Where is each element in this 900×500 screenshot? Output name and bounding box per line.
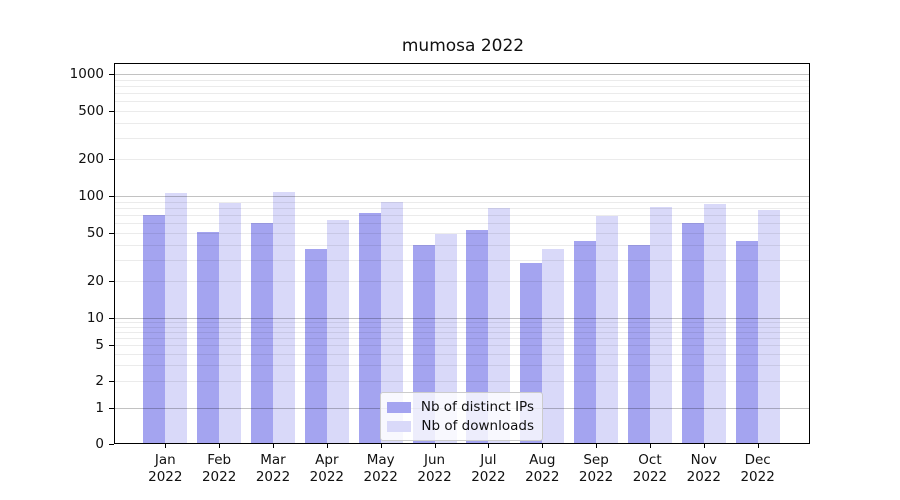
x-tick-mark-apr	[326, 444, 328, 448]
x-tick-mark-aug	[542, 444, 544, 448]
bar-nb-of-downloads-jul	[488, 207, 511, 443]
y-tick-mark-500	[109, 110, 114, 112]
bar-nb-of-downloads-oct	[649, 206, 672, 443]
x-tick-label-nov: Nov 2022	[686, 452, 721, 485]
y-tick-label-100: 100	[78, 188, 104, 204]
bar-nb-of-downloads-dec	[757, 209, 780, 443]
plot-area	[114, 63, 810, 444]
y-tick-label-500: 500	[78, 102, 104, 119]
x-tick-mark-sep	[596, 444, 598, 448]
y-tick-label-1: 1	[95, 399, 104, 416]
bar-nb-of-distinct-ips-dec	[735, 240, 758, 443]
y-tick-mark-10	[109, 318, 114, 319]
y-tick-mark-20	[109, 281, 114, 283]
y-tick-mark-100	[109, 196, 114, 197]
y-tick-mark-200	[109, 159, 114, 161]
y-tick-mark-2	[109, 380, 114, 382]
legend-item-nb-of-distinct-ips: Nb of distinct IPs	[387, 398, 534, 417]
bar-nb-of-downloads-sep	[596, 215, 619, 443]
legend-swatch-nb-of-downloads	[387, 421, 411, 432]
bar-nb-of-distinct-ips-sep	[574, 240, 597, 443]
x-tick-label-oct: Oct 2022	[632, 452, 668, 485]
x-tick-label-mar: Mar 2022	[255, 452, 291, 485]
y-tick-label-5: 5	[95, 336, 104, 353]
bar-nb-of-downloads-jun	[434, 233, 457, 443]
x-tick-mark-oct	[649, 444, 651, 448]
chart-title: mumosa 2022	[401, 36, 525, 56]
y-tick-label-1000: 1000	[69, 66, 104, 82]
x-tick-label-apr: Apr 2022	[309, 452, 345, 485]
x-tick-mark-mar	[273, 444, 274, 448]
y-tick-label-50: 50	[86, 224, 104, 241]
x-tick-label-sep: Sep 2022	[578, 452, 614, 485]
x-tick-label-jan: Jan 2022	[148, 452, 183, 485]
x-tick-label-may: May 2022	[363, 452, 398, 485]
y-tick-mark-5	[109, 344, 114, 346]
x-tick-mark-may	[380, 444, 382, 448]
x-tick-label-aug: Aug 2022	[525, 452, 560, 485]
y-tick-mark-0	[109, 444, 114, 445]
bar-nb-of-downloads-aug	[542, 248, 565, 443]
y-tick-mark-1	[109, 407, 114, 409]
y-tick-label-20: 20	[86, 273, 104, 290]
bar-nb-of-downloads-jan	[165, 192, 188, 443]
legend-label-nb-of-downloads: Nb of downloads	[421, 418, 534, 434]
x-tick-mark-feb	[219, 444, 221, 448]
x-tick-label-feb: Feb 2022	[201, 452, 237, 485]
y-tick-label-2: 2	[95, 372, 104, 389]
legend-item-nb-of-downloads: Nb of downloads	[387, 417, 534, 436]
x-tick-mark-dec	[757, 444, 759, 448]
legend-swatch-nb-of-distinct-ips	[387, 402, 411, 413]
bar-nb-of-distinct-ips-nov	[681, 223, 704, 443]
x-tick-label-dec: Dec 2022	[740, 452, 775, 485]
bars-layer	[115, 64, 809, 443]
bar-nb-of-distinct-ips-feb	[197, 231, 220, 443]
legend-label-nb-of-distinct-ips: Nb of distinct IPs	[420, 399, 534, 415]
bar-nb-of-downloads-feb	[219, 202, 242, 443]
x-tick-mark-jan	[165, 444, 167, 448]
bar-nb-of-downloads-may	[380, 202, 403, 443]
x-tick-mark-jul	[488, 444, 490, 448]
x-tick-mark-nov	[703, 444, 705, 448]
y-tick-label-200: 200	[78, 151, 104, 168]
bar-nb-of-distinct-ips-oct	[627, 244, 650, 443]
bar-nb-of-distinct-ips-jul	[466, 229, 489, 443]
bar-nb-of-distinct-ips-may	[358, 213, 381, 443]
x-tick-mark-jun	[434, 444, 436, 448]
y-tick-mark-1000	[109, 74, 114, 75]
bar-nb-of-distinct-ips-apr	[304, 248, 327, 443]
bar-nb-of-downloads-apr	[326, 219, 349, 443]
y-tick-label-10: 10	[86, 310, 104, 326]
x-tick-label-jun: Jun 2022	[417, 452, 452, 485]
bar-nb-of-downloads-nov	[703, 203, 726, 443]
bar-nb-of-distinct-ips-mar	[251, 223, 273, 443]
bar-nb-of-downloads-mar	[273, 191, 295, 443]
legend: Nb of distinct IPs Nb of downloads	[380, 392, 543, 441]
y-tick-label-0: 0	[95, 436, 104, 452]
bar-nb-of-distinct-ips-jan	[143, 214, 166, 443]
y-tick-mark-50	[109, 232, 114, 234]
x-tick-label-jul: Jul 2022	[471, 452, 506, 485]
